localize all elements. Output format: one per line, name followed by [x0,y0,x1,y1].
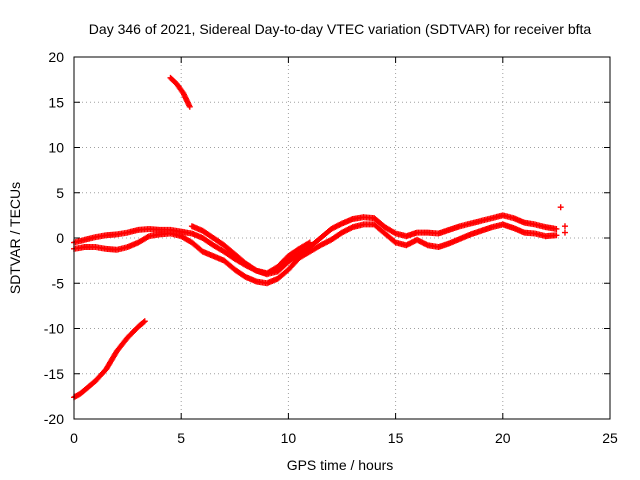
x-tick-label: 20 [495,430,511,446]
series-main-band-upper [71,212,560,278]
y-tick-label: -20 [44,411,64,427]
y-tick-label: 5 [56,185,64,201]
data-point [553,225,560,232]
y-tick-label: -10 [44,321,64,337]
x-tick-label: 5 [177,430,185,446]
chart-title: Day 346 of 2021, Sidereal Day-to-day VTE… [89,21,592,37]
y-tick-label: -15 [44,366,64,382]
y-tick-label: 20 [48,49,64,65]
data-point [553,232,560,239]
series-satellite-track-B [167,74,193,110]
y-tick-labels: -20 -15 -10 -5 0 5 10 15 20 [44,49,64,427]
data-point [561,229,568,236]
data-point [186,103,193,110]
data-point [140,319,147,326]
series-satellite-track-A [71,318,148,401]
x-tick-label: 0 [70,430,78,446]
x-axis-label: GPS time / hours [287,457,394,473]
x-tick-labels: 0 5 10 15 20 25 [70,430,618,446]
y-tick-label: 0 [56,230,64,246]
data-point [141,318,148,325]
series-main-band-lower [71,221,560,287]
grid-lines [74,57,610,419]
y-tick-label: -5 [52,275,65,291]
x-tick-label: 15 [388,430,404,446]
data-point [557,204,564,211]
data-point [306,239,313,246]
data-point [252,266,259,273]
y-tick-label: 15 [48,94,64,110]
series-main-band-middle [188,223,313,277]
data-point [561,223,568,230]
plot-frame [73,56,611,420]
data-points [71,74,568,401]
y-tick-label: 10 [48,140,64,156]
y-axis-label: SDTVAR / TECUs [7,182,23,294]
x-tick-label: 10 [281,430,297,446]
x-tick-label: 25 [602,430,618,446]
